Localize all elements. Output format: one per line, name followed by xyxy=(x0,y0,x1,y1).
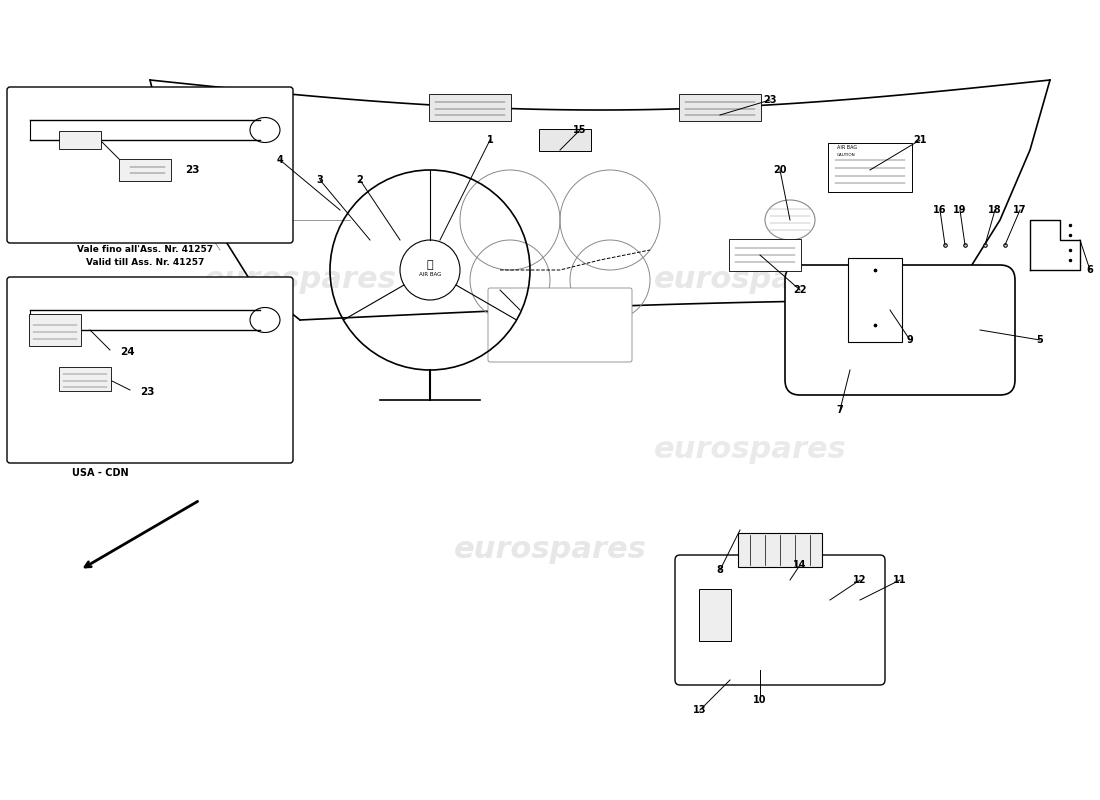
Text: Vale fino all'Ass. Nr. 41257: Vale fino all'Ass. Nr. 41257 xyxy=(77,245,213,254)
Text: AIR BAG: AIR BAG xyxy=(419,273,441,278)
Text: 15: 15 xyxy=(573,125,586,135)
FancyBboxPatch shape xyxy=(679,94,761,121)
FancyBboxPatch shape xyxy=(59,367,111,391)
Text: 17: 17 xyxy=(1013,205,1026,215)
FancyBboxPatch shape xyxy=(698,589,732,641)
Text: 16: 16 xyxy=(933,205,947,215)
Text: USA - CDN: USA - CDN xyxy=(72,468,129,478)
Text: 24: 24 xyxy=(120,347,134,357)
Text: eurospares: eurospares xyxy=(653,266,846,294)
Text: eurospares: eurospares xyxy=(204,266,396,294)
Text: 23: 23 xyxy=(185,165,199,175)
Text: 7: 7 xyxy=(837,405,844,415)
FancyBboxPatch shape xyxy=(675,555,886,685)
Text: 5: 5 xyxy=(1036,335,1044,345)
Text: 13: 13 xyxy=(693,705,706,715)
FancyBboxPatch shape xyxy=(488,288,632,362)
Text: 3: 3 xyxy=(317,175,323,185)
Text: 9: 9 xyxy=(906,335,913,345)
FancyBboxPatch shape xyxy=(828,143,912,192)
Text: 🐎: 🐎 xyxy=(427,260,433,270)
Text: 23: 23 xyxy=(140,387,154,397)
FancyBboxPatch shape xyxy=(848,258,902,342)
FancyBboxPatch shape xyxy=(119,159,170,181)
Text: eurospares: eurospares xyxy=(653,435,846,465)
Text: AIR BAG: AIR BAG xyxy=(837,145,857,150)
Text: 6: 6 xyxy=(1087,265,1093,275)
Text: 2: 2 xyxy=(356,175,363,185)
FancyBboxPatch shape xyxy=(59,131,101,149)
FancyBboxPatch shape xyxy=(29,314,81,346)
FancyBboxPatch shape xyxy=(7,87,293,243)
Text: eurospares: eurospares xyxy=(453,535,647,565)
Text: 23: 23 xyxy=(763,95,777,105)
Text: 11: 11 xyxy=(893,575,906,585)
FancyBboxPatch shape xyxy=(539,129,591,151)
Text: Valid till Ass. Nr. 41257: Valid till Ass. Nr. 41257 xyxy=(86,258,205,267)
Text: 10: 10 xyxy=(754,695,767,705)
Text: 20: 20 xyxy=(773,165,786,175)
Text: 21: 21 xyxy=(913,135,926,145)
FancyBboxPatch shape xyxy=(738,533,822,567)
FancyBboxPatch shape xyxy=(429,94,512,121)
Text: 1: 1 xyxy=(486,135,494,145)
Text: 22: 22 xyxy=(793,285,806,295)
Text: 14: 14 xyxy=(793,560,806,570)
FancyBboxPatch shape xyxy=(7,277,293,463)
Text: 12: 12 xyxy=(854,575,867,585)
Text: 8: 8 xyxy=(716,565,724,575)
Text: 18: 18 xyxy=(988,205,1002,215)
FancyBboxPatch shape xyxy=(729,239,801,271)
Text: 4: 4 xyxy=(276,155,284,165)
Text: 19: 19 xyxy=(954,205,967,215)
Text: CAUTION: CAUTION xyxy=(837,153,856,157)
FancyBboxPatch shape xyxy=(785,265,1015,395)
